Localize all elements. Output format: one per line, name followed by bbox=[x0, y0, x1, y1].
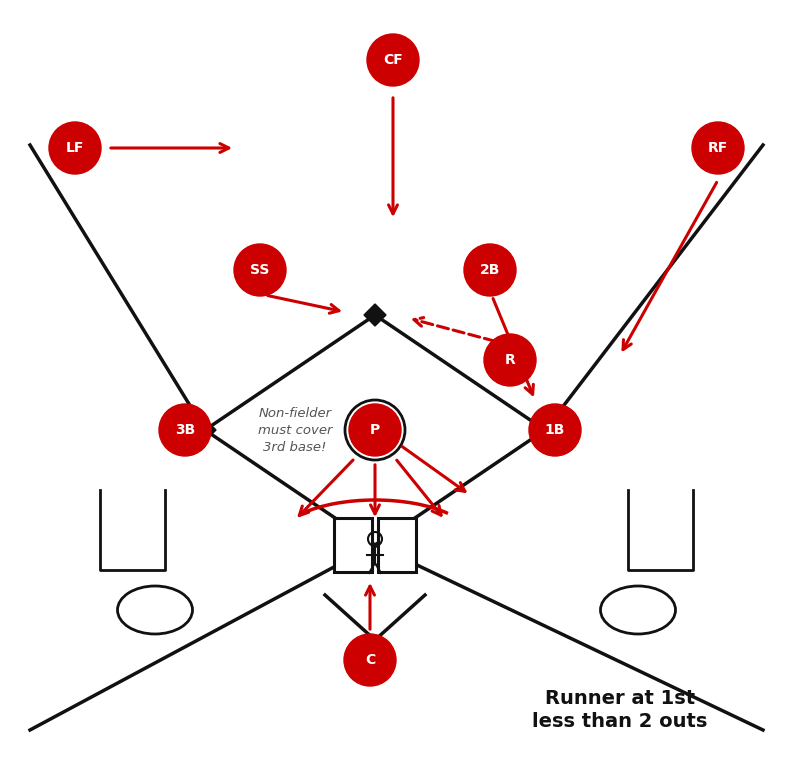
Polygon shape bbox=[378, 518, 416, 572]
Text: R: R bbox=[504, 353, 515, 367]
Circle shape bbox=[529, 404, 581, 456]
Polygon shape bbox=[194, 419, 216, 441]
Circle shape bbox=[159, 404, 211, 456]
Polygon shape bbox=[364, 304, 386, 326]
Text: LF: LF bbox=[66, 141, 84, 155]
Text: RF: RF bbox=[708, 141, 728, 155]
Polygon shape bbox=[334, 518, 372, 572]
Text: CF: CF bbox=[383, 53, 403, 67]
Text: 2B: 2B bbox=[480, 263, 500, 277]
Text: 1B: 1B bbox=[545, 423, 565, 437]
Circle shape bbox=[484, 334, 536, 386]
Circle shape bbox=[692, 122, 744, 174]
Polygon shape bbox=[534, 419, 556, 441]
Circle shape bbox=[464, 244, 516, 296]
Text: 3B: 3B bbox=[175, 423, 195, 437]
Circle shape bbox=[367, 34, 419, 86]
Circle shape bbox=[49, 122, 101, 174]
Text: Non-fielder
must cover
3rd base!: Non-fielder must cover 3rd base! bbox=[258, 406, 332, 454]
Circle shape bbox=[349, 404, 401, 456]
Text: P: P bbox=[370, 423, 380, 437]
Circle shape bbox=[234, 244, 286, 296]
Text: SS: SS bbox=[251, 263, 270, 277]
Circle shape bbox=[344, 634, 396, 686]
Text: C: C bbox=[365, 653, 375, 667]
Text: Runner at 1st
less than 2 outs: Runner at 1st less than 2 outs bbox=[532, 689, 707, 731]
